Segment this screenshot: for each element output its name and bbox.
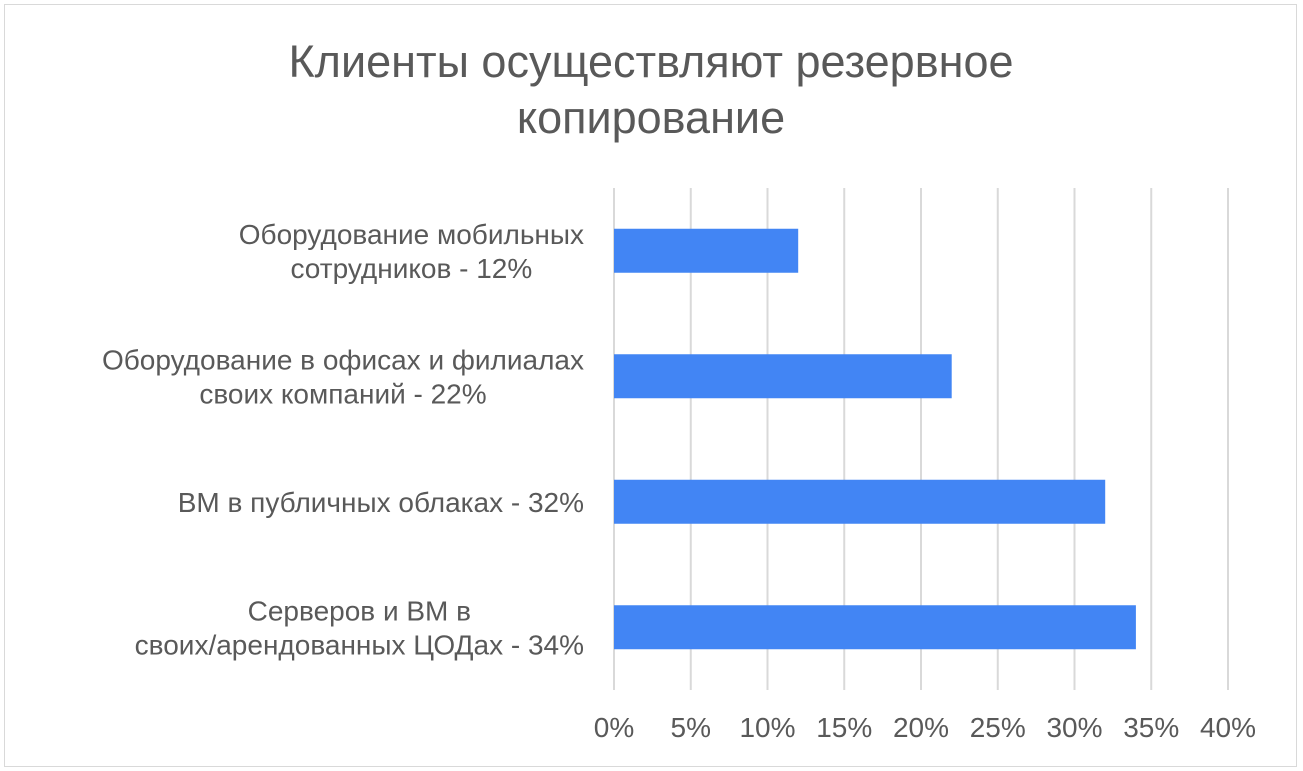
x-tick-label: 40% <box>1200 712 1256 743</box>
x-tick-label: 0% <box>594 712 634 743</box>
category-label: Серверов и ВМ в <box>248 595 471 626</box>
category-label: сотрудников - 12% <box>290 253 532 284</box>
bar <box>614 228 799 273</box>
x-tick-labels: 0% 5% 10% 15% 20% 25% 30% 35% 40% <box>594 712 1256 743</box>
bar <box>614 479 1106 524</box>
bars <box>614 228 1136 650</box>
category-label: своих/арендованных ЦОДах - 34% <box>135 629 584 660</box>
bar <box>614 354 952 399</box>
chart-title: Клиенты осуществляют резервное копирован… <box>288 36 1013 143</box>
x-tick-label: 15% <box>816 712 872 743</box>
bar <box>614 605 1136 650</box>
title-line-1: Клиенты осуществляют резервное <box>288 36 1013 87</box>
x-tick-label: 20% <box>893 712 949 743</box>
x-tick-label: 25% <box>970 712 1026 743</box>
category-label: своих компаний - 22% <box>199 378 486 409</box>
x-tick-label: 35% <box>1123 712 1179 743</box>
category-label: Оборудование в офисах и филиалах <box>102 344 584 375</box>
category-label: ВМ в публичных облаках - 32% <box>178 487 584 518</box>
category-label: Оборудование мобильных <box>239 219 584 250</box>
x-tick-label: 10% <box>739 712 795 743</box>
title-line-2: копирование <box>517 92 785 143</box>
x-tick-label: 5% <box>671 712 711 743</box>
x-tick-label: 30% <box>1046 712 1102 743</box>
